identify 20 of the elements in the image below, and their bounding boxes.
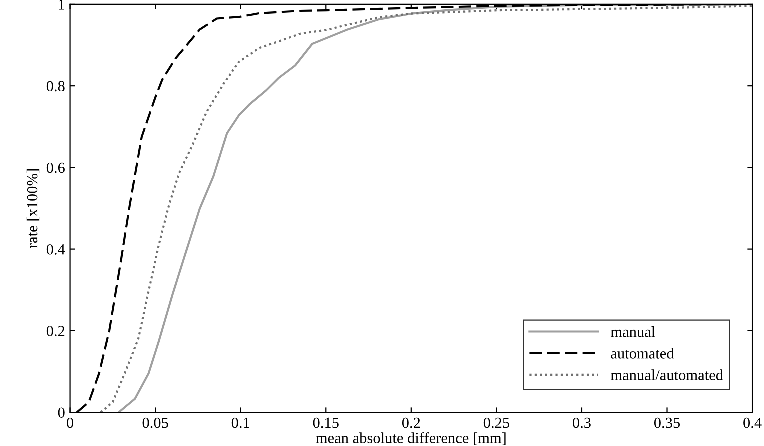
x-tick-label: 0.25	[484, 418, 510, 428]
y-tick-label: 0.6	[46, 162, 65, 174]
y-tick-label: 1	[59, 0, 65, 10]
x-tick-label: 0.2	[402, 418, 420, 428]
y-tick-label: 0.4	[46, 244, 66, 255]
x-axis-title: mean absolute difference [mm]	[316, 432, 506, 446]
y-tick-label: 0.8	[46, 81, 65, 92]
x-tick-label: 0.35	[654, 418, 680, 428]
x-tick-label: 0.05	[142, 418, 168, 428]
x-tick-label: 0.15	[313, 418, 339, 428]
y-tick-label: 0.2	[46, 326, 65, 336]
legend-label: automated	[611, 348, 674, 359]
x-tick-label: 0	[67, 418, 74, 428]
y-axis-title: rate [x100%]	[26, 170, 40, 248]
x-tick-label: 0.3	[573, 418, 591, 428]
y-tick-label: 0	[58, 408, 65, 418]
legend-label: manual/automated	[610, 370, 724, 380]
x-tick-label: 0.1	[232, 418, 250, 428]
legend-label: manual	[610, 326, 656, 338]
x-tick-label: 0.4	[744, 418, 762, 428]
